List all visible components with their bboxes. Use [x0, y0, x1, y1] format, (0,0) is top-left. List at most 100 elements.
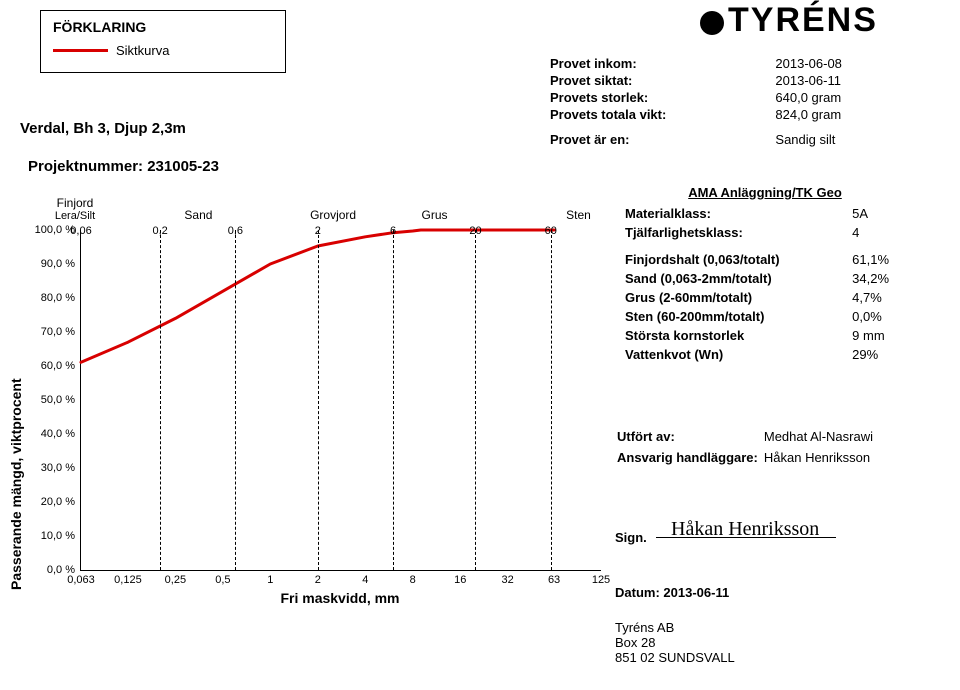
sten-value: 0,0%	[852, 307, 905, 326]
footer-address: Tyréns AB Box 28 851 02 SUNDSVALL	[615, 620, 845, 665]
division-label: 6	[390, 225, 396, 237]
y-tick-label: 40,0 %	[15, 428, 75, 440]
division-label: 0,6	[228, 225, 243, 237]
sand-value: 34,2%	[852, 269, 905, 288]
chart-plot-area: 0,0 %10,0 %20,0 %30,0 %40,0 %50,0 %60,0 …	[80, 230, 601, 571]
category-label: Sand	[184, 208, 212, 222]
legend-box: FÖRKLARING Siktkurva	[40, 10, 286, 73]
footer-line2: Box 28	[615, 635, 845, 650]
inkom-label: Provet inkom:	[550, 55, 775, 72]
y-tick-label: 30,0 %	[15, 462, 75, 474]
division-dash	[393, 230, 394, 570]
division-label: 60	[545, 225, 557, 237]
project-number-row: Projektnummer: 231005-23	[28, 158, 219, 175]
y-tick-label: 100,0 %	[15, 224, 75, 236]
category-label: Grovjord	[310, 208, 356, 222]
tyrens-logo: TYRÉNS	[700, 5, 940, 41]
date-block: Datum: 2013-06-11	[615, 585, 905, 600]
y-tick-label: 90,0 %	[15, 258, 75, 270]
sign-block: Sign. Håkan Henriksson	[615, 530, 905, 545]
division-dash	[235, 230, 236, 570]
date-label: Datum:	[615, 585, 660, 600]
y-tick-label: 50,0 %	[15, 394, 75, 406]
sample-meta-block: Provet inkom:2013-06-08 Provet siktat:20…	[550, 55, 900, 148]
division-dash	[551, 230, 552, 570]
logo-bullet-icon	[700, 11, 724, 35]
division-dash	[160, 230, 161, 570]
division-dash	[318, 230, 319, 570]
materialklass-label: Materialklass:	[625, 204, 852, 223]
ama-title: AMA Anläggning/TK Geo	[625, 185, 905, 200]
siktat-label: Provet siktat:	[550, 72, 775, 89]
category-label: Sten	[566, 208, 591, 222]
x-tick-label: 0,25	[165, 574, 186, 586]
tjal-label: Tjälfarlighetsklass:	[625, 223, 852, 242]
x-tick-label: 63	[548, 574, 560, 586]
legend-title: FÖRKLARING	[53, 19, 273, 35]
legend-line	[53, 49, 108, 52]
totalvikt-value: 824,0 gram	[775, 106, 900, 123]
performed-block: Utfört av:Medhat Al-Nasrawi Ansvarig han…	[615, 425, 905, 469]
footer-line3: 851 02 SUNDSVALL	[615, 650, 845, 665]
x-axis-label: Fri maskvidd, mm	[80, 590, 600, 606]
sieve-curve-svg	[81, 230, 601, 570]
materialklass-value: 5A	[852, 204, 905, 223]
division-label: 2	[315, 225, 321, 237]
ama-block: AMA Anläggning/TK Geo Materialklass:5A T…	[625, 185, 905, 364]
date-value: 2013-06-11	[663, 585, 729, 600]
vatten-label: Vattenkvot (Wn)	[625, 345, 852, 364]
category-label: FinjordLera/Silt	[55, 196, 95, 222]
x-tick-label: 125	[592, 574, 610, 586]
grus-value: 4,7%	[852, 288, 905, 307]
y-axis-label: Passerande mängd, viktprocent	[8, 378, 24, 590]
x-tick-label: 8	[410, 574, 416, 586]
division-label: 0,2	[152, 225, 167, 237]
signature-text: Håkan Henriksson	[671, 518, 819, 541]
logo-text: TYRÉNS	[728, 1, 878, 40]
x-tick-label: 0,5	[215, 574, 230, 586]
footer-line1: Tyréns AB	[615, 620, 845, 635]
x-tick-label: 16	[454, 574, 466, 586]
finjord-label: Finjordshalt (0,063/totalt)	[625, 250, 852, 269]
sand-label: Sand (0,063-2mm/totalt)	[625, 269, 852, 288]
totalvikt-label: Provets totala vikt:	[550, 106, 775, 123]
ansvarig-value: Håkan Henriksson	[764, 448, 873, 467]
legend-row: Siktkurva	[53, 43, 273, 58]
utfort-value: Medhat Al-Nasrawi	[764, 427, 873, 446]
division-label: 0,06	[70, 225, 91, 237]
siktat-value: 2013-06-11	[775, 72, 900, 89]
korn-label: Största kornstorlek	[625, 326, 852, 345]
x-tick-label: 1	[267, 574, 273, 586]
grus-label: Grus (2-60mm/totalt)	[625, 288, 852, 307]
vatten-value: 29%	[852, 345, 905, 364]
legend-curve-label: Siktkurva	[116, 43, 169, 58]
sieve-chart: Passerande mängd, viktprocent 0,0 %10,0 …	[20, 210, 620, 630]
aren-label: Provet är en:	[550, 131, 775, 148]
project-number-label: Projektnummer:	[28, 158, 143, 175]
x-tick-label: 4	[362, 574, 368, 586]
division-dash	[475, 230, 476, 570]
category-label: Grus	[422, 208, 448, 222]
ansvarig-label: Ansvarig handläggare:	[617, 448, 762, 467]
korn-value: 9 mm	[852, 326, 905, 345]
y-tick-label: 80,0 %	[15, 292, 75, 304]
sten-label: Sten (60-200mm/totalt)	[625, 307, 852, 326]
y-tick-label: 70,0 %	[15, 326, 75, 338]
inkom-value: 2013-06-08	[775, 55, 900, 72]
aren-value: Sandig silt	[775, 131, 900, 148]
storlek-label: Provets storlek:	[550, 89, 775, 106]
y-tick-label: 10,0 %	[15, 530, 75, 542]
tjal-value: 4	[852, 223, 905, 242]
x-tick-label: 0,063	[67, 574, 95, 586]
utfort-label: Utfört av:	[617, 427, 762, 446]
y-tick-label: 0,0 %	[15, 564, 75, 576]
sample-title: Verdal, Bh 3, Djup 2,3m	[20, 120, 186, 137]
division-label: 20	[469, 225, 481, 237]
finjord-value: 61,1%	[852, 250, 905, 269]
x-tick-label: 0,125	[114, 574, 142, 586]
project-number-value: 231005-23	[147, 158, 219, 175]
y-tick-label: 20,0 %	[15, 496, 75, 508]
x-tick-label: 2	[315, 574, 321, 586]
x-tick-label: 32	[502, 574, 514, 586]
storlek-value: 640,0 gram	[775, 89, 900, 106]
